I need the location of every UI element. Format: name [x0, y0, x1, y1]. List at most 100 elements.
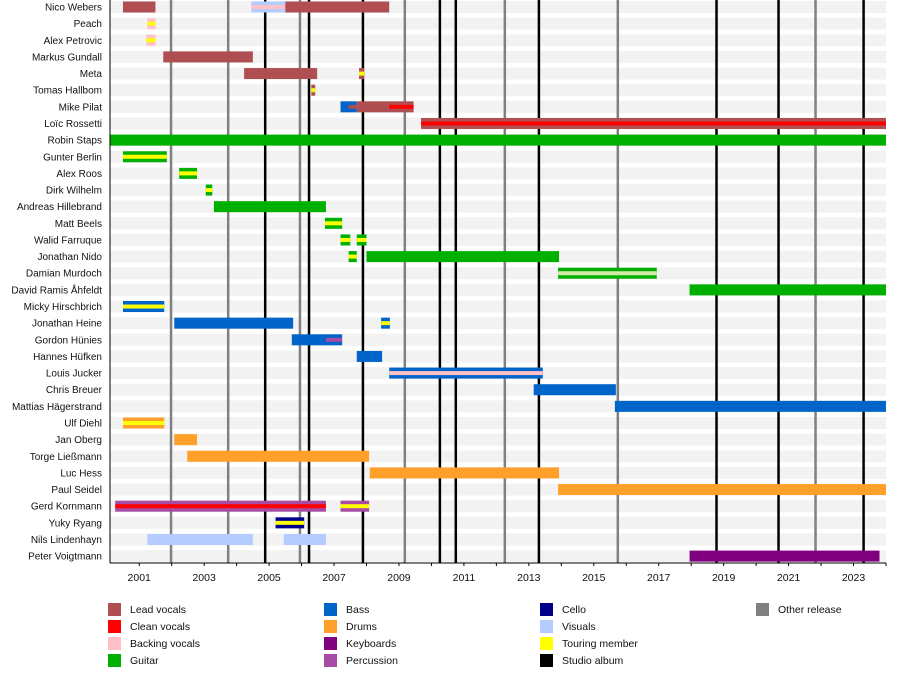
bar-stripe-clean [115, 504, 326, 509]
row-band [110, 217, 886, 230]
x-tick-label: 2019 [712, 572, 736, 584]
bar-stripe-touring [311, 88, 316, 93]
row-band [110, 184, 886, 197]
member-label: Jonathan Nido [38, 252, 103, 263]
legend-swatch [108, 603, 121, 616]
legend-item-backing: Backing vocals [108, 637, 200, 650]
bar-stripe-touring [381, 321, 390, 326]
member-label: Alex Petrovic [44, 36, 102, 47]
bar-guitar [213, 201, 326, 213]
member-label: Louis Jucker [46, 369, 103, 380]
member-label: Chris Breuer [46, 385, 103, 396]
bar-stripe-touring [146, 38, 156, 43]
row-band [110, 300, 886, 313]
legend-swatch [324, 603, 337, 616]
member-label: Jan Oberg [55, 435, 102, 446]
row-band [110, 333, 886, 346]
bar-lead-stripe [348, 104, 357, 109]
bar-clean-stripe [389, 104, 414, 109]
x-tick-label: 2015 [582, 572, 606, 584]
member-label: Dirk Wilhelm [46, 186, 102, 197]
legend-label: Drums [346, 620, 377, 633]
legend-swatch [108, 620, 121, 633]
legend-swatch [324, 637, 337, 650]
legend-swatch [540, 654, 553, 667]
member-label: Luc Hess [60, 468, 102, 479]
bar-bass [174, 317, 294, 329]
member-label: David Ramis Åhfeldt [11, 283, 102, 296]
row-band [110, 267, 886, 280]
member-label: Meta [80, 69, 103, 80]
legend-item-visuals: Visuals [540, 620, 596, 633]
legend-item-bass: Bass [324, 603, 369, 616]
legend-label: Bass [346, 603, 370, 616]
member-label: Peach [74, 19, 102, 30]
bar-bass [614, 400, 886, 412]
member-label: Nico Webers [45, 3, 102, 14]
row-band [110, 433, 886, 446]
bar-guitar [689, 284, 886, 296]
x-tick-label: 2007 [322, 572, 346, 584]
member-label: Yuky Ryang [49, 518, 102, 529]
row-band [110, 1, 886, 13]
member-label: Gordon Hünies [35, 335, 102, 346]
bar-bass [533, 384, 616, 396]
legend-label: Other release [778, 603, 842, 616]
bar-lead [285, 1, 390, 13]
member-label: Peter Voigtmann [28, 552, 102, 563]
legend-item-other: Other release [756, 603, 842, 616]
x-tick-label: 2009 [387, 572, 411, 584]
member-label: Ulf Diehl [64, 419, 102, 430]
legend-label: Visuals [562, 620, 596, 633]
bar-drums [174, 434, 198, 446]
bar-drums [187, 450, 370, 462]
row-band [110, 350, 886, 363]
x-tick-label: 2013 [517, 572, 541, 584]
legend-label: Touring member [562, 637, 638, 650]
legend-label: Keyboards [346, 637, 397, 650]
legend-swatch [756, 603, 769, 616]
row-band [110, 233, 886, 246]
legend-label: Cello [562, 603, 586, 616]
row-band [110, 34, 886, 47]
member-label: Damian Murdoch [26, 269, 102, 280]
row-band [110, 516, 886, 529]
member-label: Hannes Hüfken [33, 352, 102, 363]
bar-drums [558, 484, 886, 496]
member-label: Markus Gundall [32, 52, 102, 63]
bar-stripe-backing [389, 371, 543, 376]
x-tick-label: 2001 [128, 572, 152, 584]
x-tick-label: 2017 [647, 572, 671, 584]
legend-label: Studio album [562, 654, 624, 667]
legend-item-clean: Clean vocals [108, 620, 190, 633]
bar-stripe-touring [122, 154, 167, 159]
legend-item-keyboards: Keyboards [324, 637, 396, 650]
member-label: Mattias Hägerstrand [12, 402, 102, 413]
bar-stripe-touring [205, 188, 213, 193]
bar-stripe-touring [340, 237, 351, 242]
bar-visuals [147, 533, 253, 545]
x-tick-label: 2005 [257, 572, 281, 584]
row-band [110, 150, 886, 163]
row-band [110, 317, 886, 330]
x-tick-label: 2003 [192, 572, 216, 584]
member-label: Mike Pilat [59, 102, 103, 113]
row-band [110, 50, 886, 63]
legend-swatch [324, 620, 337, 633]
legend-label: Backing vocals [130, 637, 201, 650]
member-label: Tomas Hallbom [33, 86, 102, 97]
legend-swatch [108, 654, 121, 667]
member-label: Torge Ließmann [30, 452, 102, 463]
bar-stripe-touring [359, 71, 365, 76]
legend-label: Clean vocals [130, 620, 191, 633]
bar-keyboards [689, 550, 880, 562]
bar-stripe [558, 271, 657, 276]
bar-bass [291, 334, 343, 346]
legend: Lead vocals Clean vocals Backing vocals Gui… [108, 603, 888, 673]
row-band [110, 84, 886, 97]
bar-guitar [366, 251, 560, 263]
row-band [110, 167, 886, 180]
bar-drums [369, 467, 560, 479]
legend-item-cello: Cello [540, 603, 586, 616]
